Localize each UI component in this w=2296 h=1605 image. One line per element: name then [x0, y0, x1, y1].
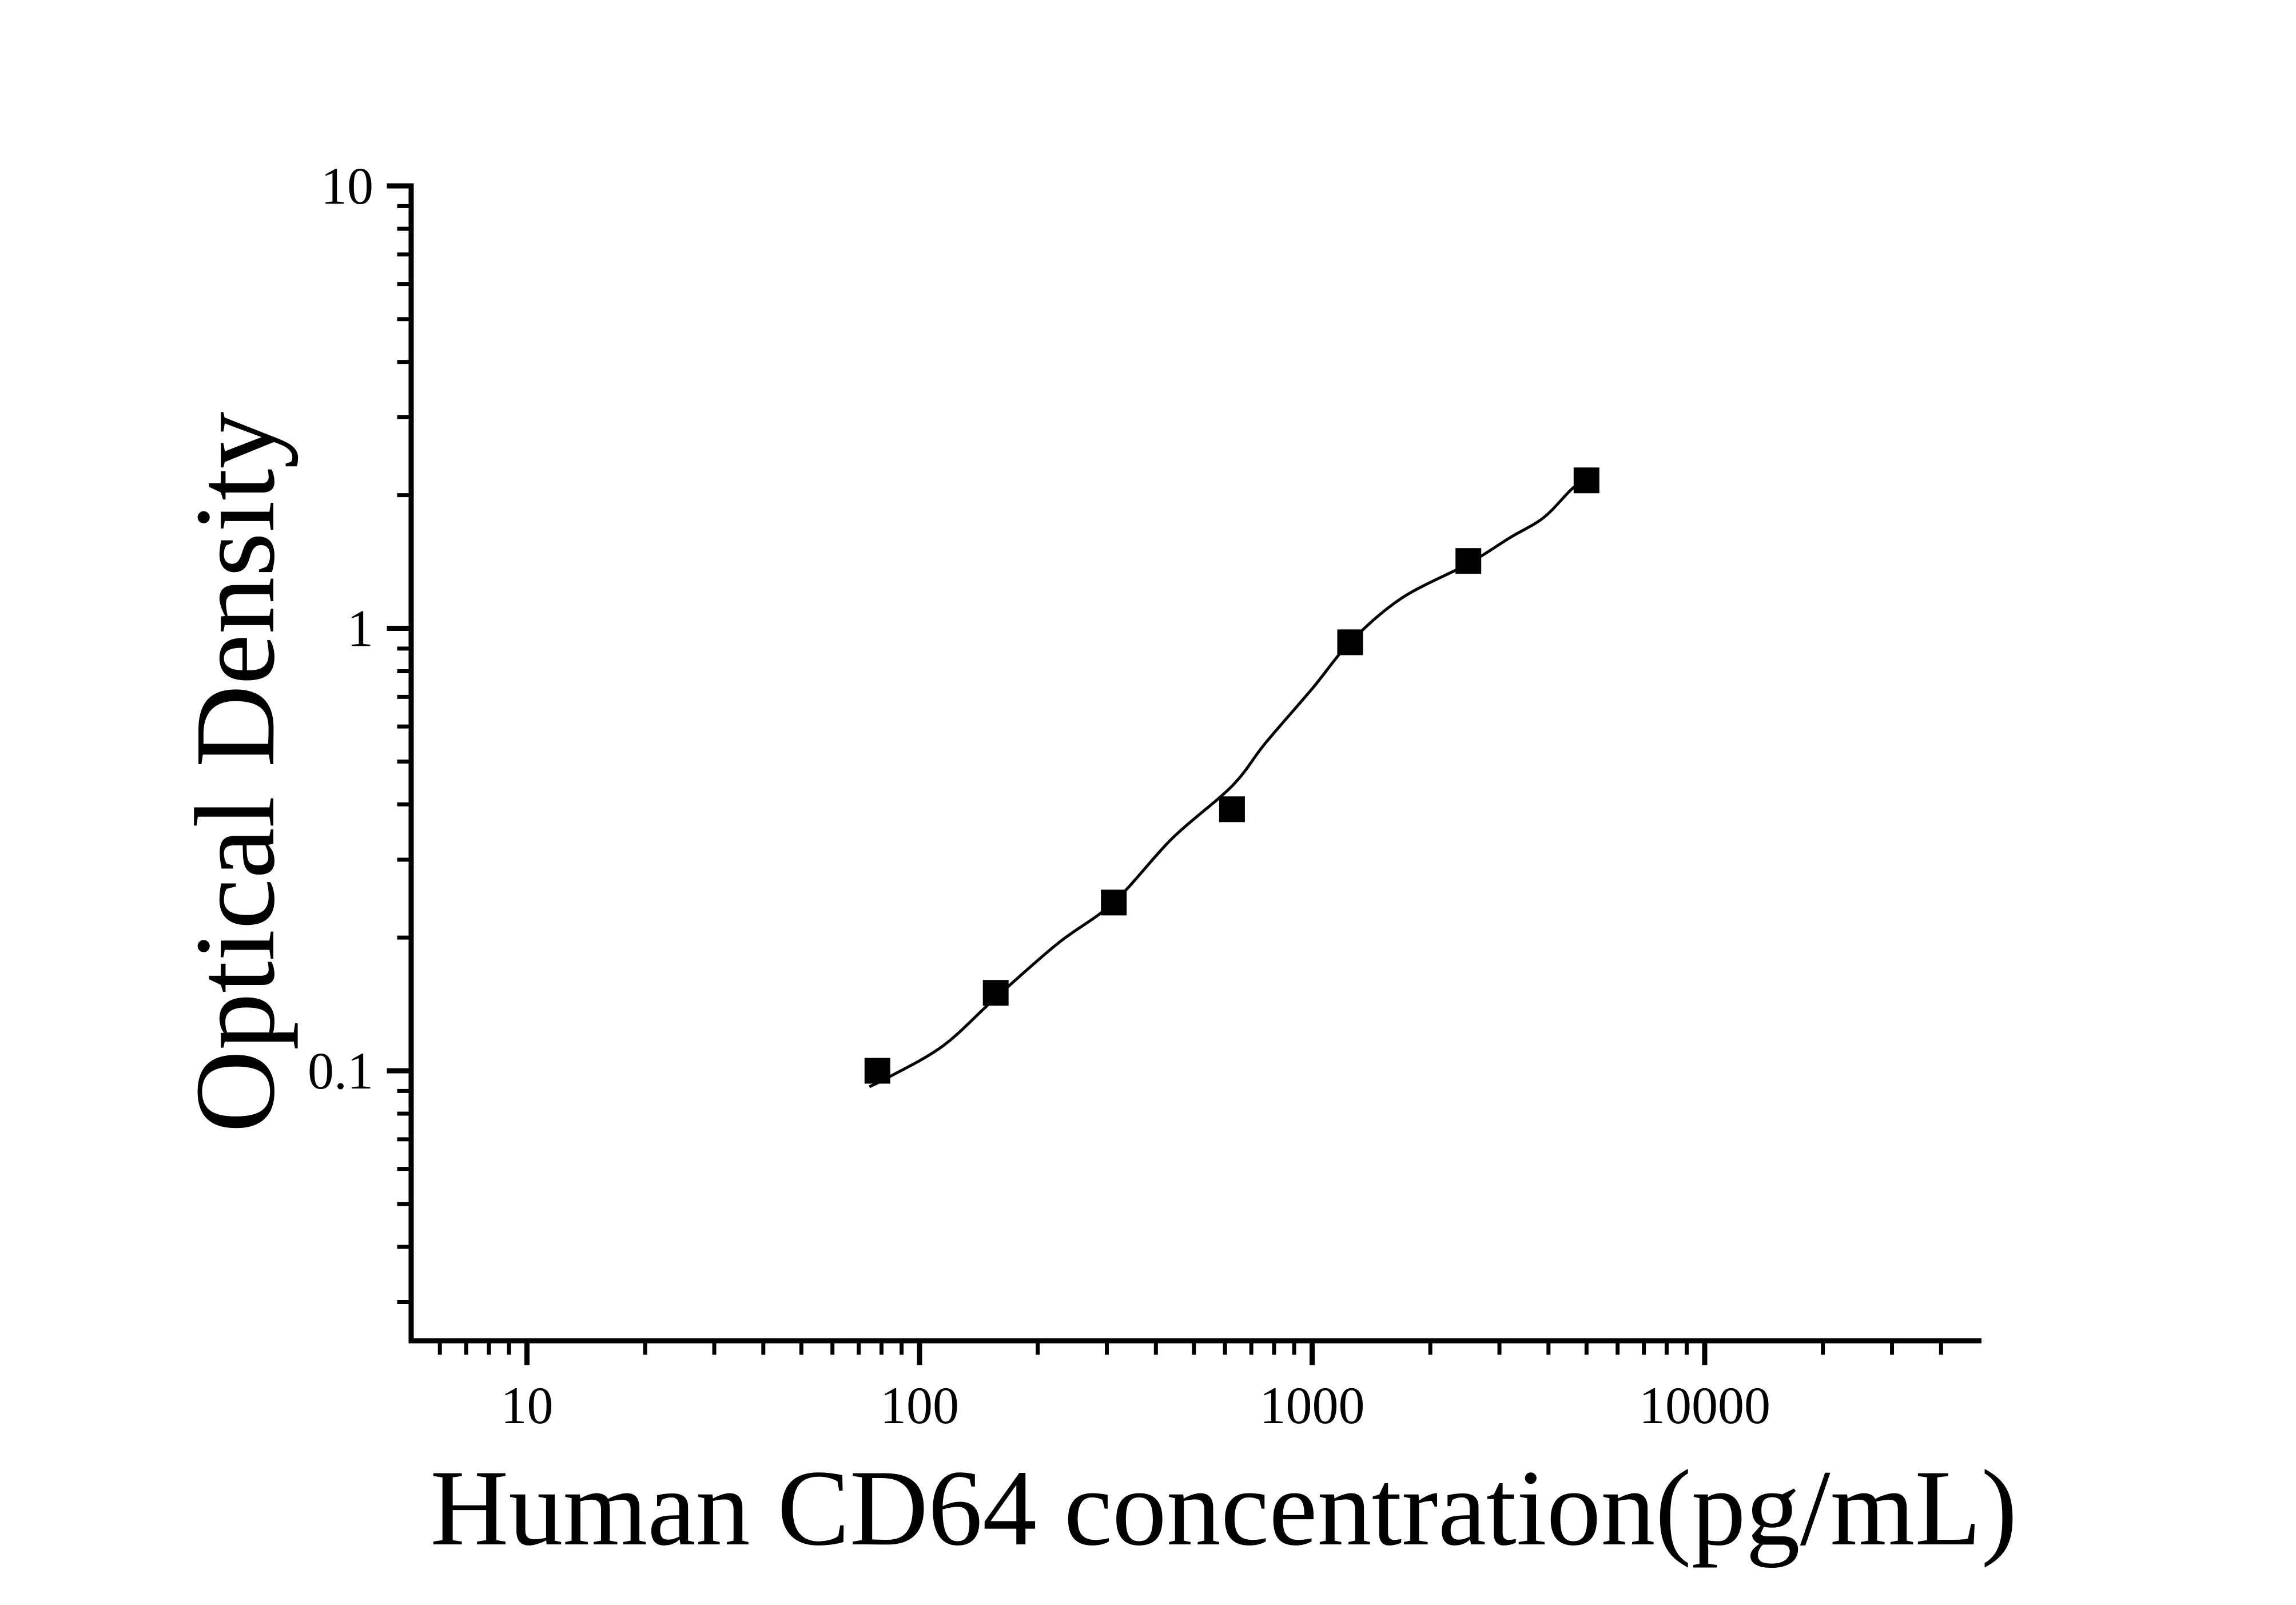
x-tick-label: 100: [880, 1376, 959, 1435]
data-point-marker: [982, 980, 1009, 1006]
x-axis-title: Human CD64 concentration(pg/mL): [430, 1448, 2017, 1568]
data-point-marker: [1455, 548, 1482, 574]
data-point-marker: [864, 1058, 890, 1084]
y-tick-label: 1: [347, 599, 373, 658]
x-tick-label: 10: [501, 1376, 554, 1435]
data-point-marker: [1219, 796, 1245, 823]
x-tick-label: 10000: [1639, 1376, 1770, 1435]
y-tick-label: 0.1: [308, 1042, 373, 1100]
data-point-marker: [1337, 629, 1363, 655]
fit-curve: [869, 479, 1587, 1088]
data-point-marker: [1573, 467, 1599, 494]
y-axis-title: Optical Density: [172, 412, 299, 1133]
y-tick-label: 10: [321, 157, 373, 215]
x-tick-label: 1000: [1260, 1376, 1365, 1435]
plot-area: 10 100 1000 10000 10 1 0.1: [308, 157, 1981, 1435]
data-point-marker: [1101, 889, 1127, 916]
